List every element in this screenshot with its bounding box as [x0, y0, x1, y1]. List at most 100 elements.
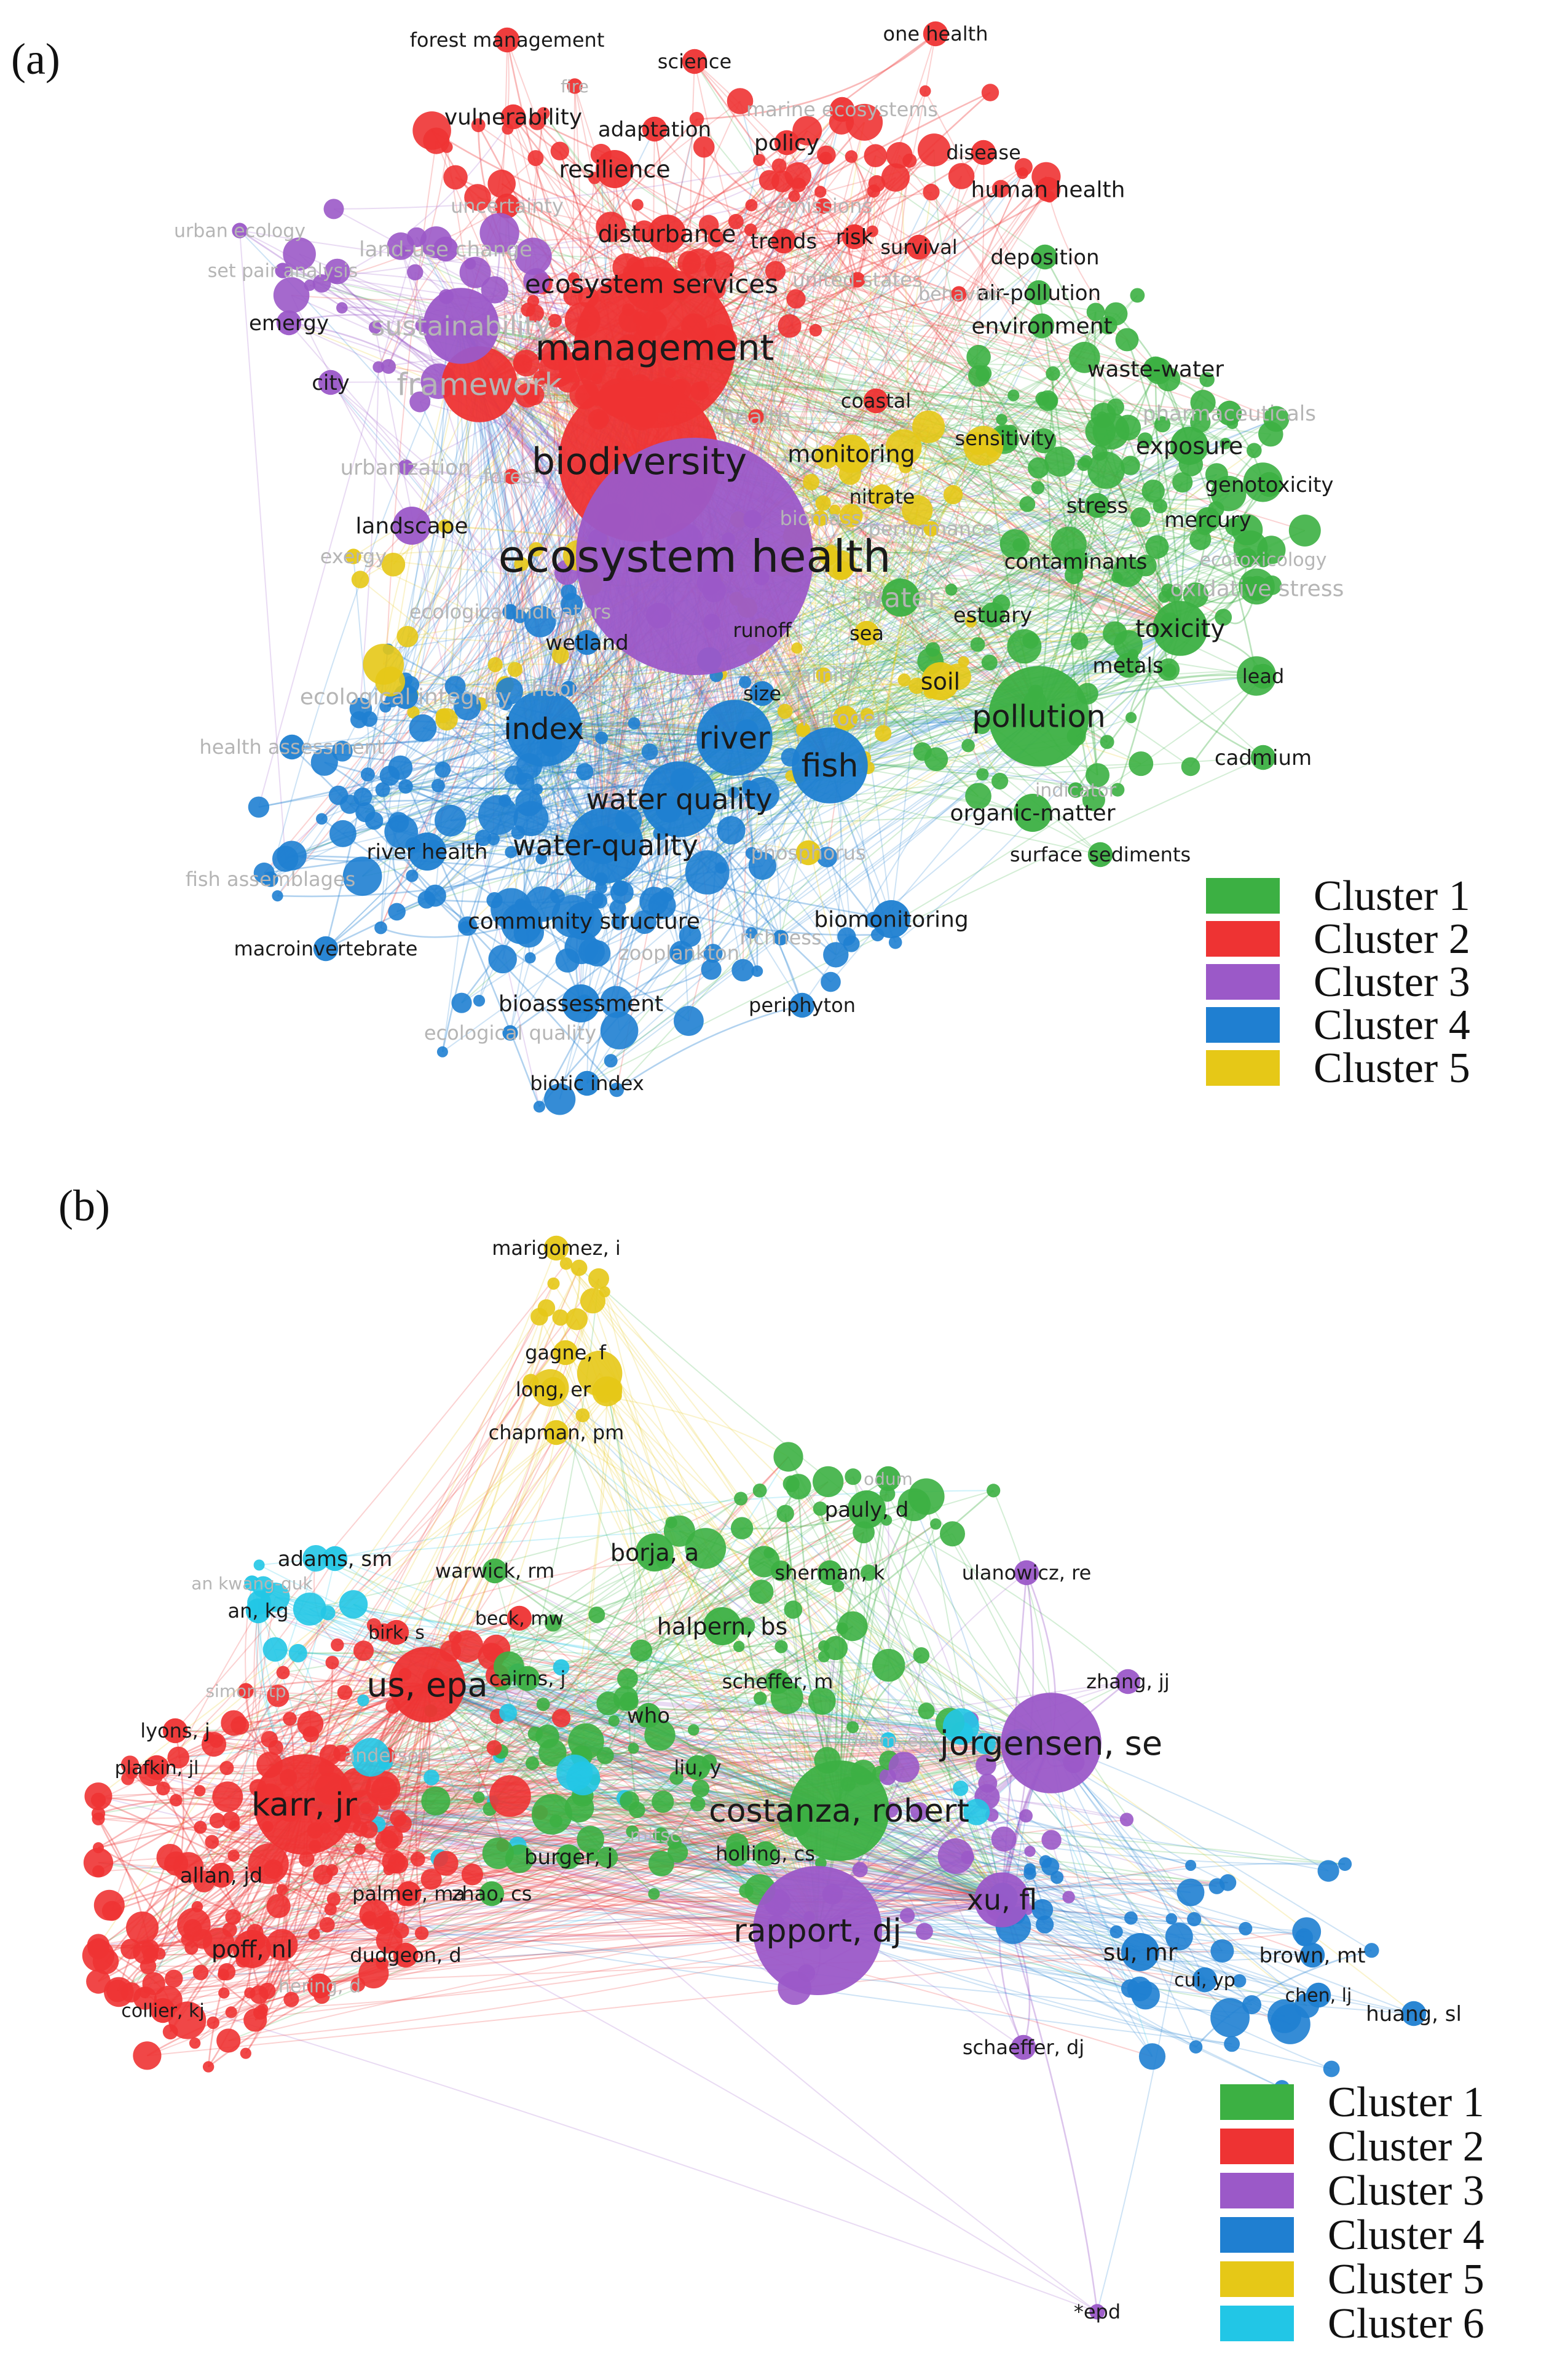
node[interactable]: [875, 725, 892, 742]
node-indicator[interactable]: [1068, 782, 1084, 798]
node[interactable]: [531, 1369, 569, 1407]
node-biomass[interactable]: [813, 510, 829, 526]
node[interactable]: [975, 1755, 996, 1776]
node-phosphorus[interactable]: [795, 840, 821, 866]
node[interactable]: [82, 1939, 115, 1972]
node[interactable]: [791, 642, 803, 654]
node-su-mr[interactable]: [1121, 1933, 1159, 1971]
node[interactable]: [924, 747, 948, 772]
node[interactable]: [407, 706, 420, 719]
node[interactable]: [570, 1259, 588, 1276]
node-set-pair-analysis[interactable]: [275, 263, 291, 279]
node[interactable]: [133, 1940, 157, 1964]
node[interactable]: [323, 199, 344, 219]
node[interactable]: [515, 383, 540, 408]
node-holling-cs[interactable]: [752, 1841, 778, 1867]
node[interactable]: [633, 910, 656, 935]
node[interactable]: [746, 927, 757, 939]
node-organic-matter[interactable]: [1014, 794, 1052, 832]
node[interactable]: [133, 2041, 162, 2070]
node[interactable]: [974, 1733, 996, 1755]
node[interactable]: [553, 1659, 570, 1676]
node[interactable]: [908, 678, 925, 694]
node-macroinvertebrate[interactable]: [313, 936, 339, 962]
node[interactable]: [703, 944, 723, 963]
node[interactable]: [396, 626, 419, 647]
node[interactable]: [575, 1408, 590, 1423]
node[interactable]: [326, 1892, 341, 1907]
node[interactable]: [1190, 390, 1216, 416]
node[interactable]: [1114, 630, 1143, 659]
node[interactable]: [1154, 416, 1171, 433]
node-xu-fl[interactable]: [974, 1872, 1030, 1927]
node[interactable]: [753, 154, 766, 167]
node[interactable]: [610, 880, 634, 904]
node[interactable]: [1243, 462, 1283, 502]
node[interactable]: [552, 1709, 571, 1728]
node[interactable]: [219, 1761, 234, 1776]
node[interactable]: [900, 1908, 915, 1923]
node[interactable]: [406, 869, 419, 882]
node[interactable]: [1007, 629, 1042, 664]
node[interactable]: [685, 850, 730, 895]
node[interactable]: [202, 2061, 215, 2073]
node[interactable]: [365, 1771, 401, 1806]
node[interactable]: [375, 1830, 399, 1853]
node[interactable]: [288, 1643, 307, 1662]
node[interactable]: [514, 237, 552, 275]
node[interactable]: [165, 1969, 183, 1988]
node[interactable]: [1189, 528, 1212, 550]
node[interactable]: [663, 1515, 695, 1547]
node[interactable]: [267, 1685, 290, 1707]
node[interactable]: [682, 248, 717, 283]
node-landscape[interactable]: [393, 507, 431, 545]
node[interactable]: [331, 1638, 344, 1652]
node-fish[interactable]: [792, 727, 868, 804]
node[interactable]: [495, 677, 523, 705]
node-plafkin-jl[interactable]: [144, 1755, 170, 1781]
node[interactable]: [283, 237, 316, 271]
node[interactable]: [505, 846, 518, 858]
node[interactable]: [1165, 1923, 1193, 1951]
node[interactable]: [203, 1927, 235, 1959]
node[interactable]: [266, 1894, 291, 1918]
node[interactable]: [126, 1912, 159, 1944]
node[interactable]: [424, 884, 446, 907]
node[interactable]: [915, 1923, 933, 1940]
node[interactable]: [342, 856, 382, 896]
node[interactable]: [266, 1929, 298, 1961]
node[interactable]: [902, 495, 933, 526]
node[interactable]: [860, 708, 874, 722]
node[interactable]: [693, 136, 715, 158]
node[interactable]: [513, 801, 549, 836]
node[interactable]: [313, 1865, 333, 1885]
node[interactable]: [121, 1772, 135, 1785]
node[interactable]: [499, 1704, 518, 1722]
node[interactable]: [685, 1528, 727, 1569]
node[interactable]: [487, 170, 516, 198]
node[interactable]: [433, 1851, 459, 1876]
node[interactable]: [1007, 389, 1020, 401]
node[interactable]: [1292, 1917, 1322, 1947]
node-bioassessment[interactable]: [562, 984, 600, 1022]
node[interactable]: [1023, 1867, 1036, 1880]
node[interactable]: [451, 1630, 484, 1662]
node[interactable]: [731, 959, 754, 982]
node[interactable]: [410, 1851, 425, 1867]
node[interactable]: [953, 1781, 969, 1797]
node[interactable]: [739, 676, 752, 689]
node[interactable]: [733, 1640, 745, 1653]
node[interactable]: [551, 646, 569, 664]
node[interactable]: [745, 199, 758, 212]
node[interactable]: [744, 223, 757, 237]
node-lyons-j[interactable]: [162, 1718, 188, 1744]
node[interactable]: [1237, 656, 1277, 696]
node[interactable]: [770, 1681, 803, 1714]
node[interactable]: [576, 763, 594, 781]
node[interactable]: [1086, 763, 1109, 788]
node-liu-y[interactable]: [685, 1755, 711, 1781]
node[interactable]: [454, 693, 481, 721]
node[interactable]: [991, 772, 1009, 790]
node[interactable]: [749, 1579, 774, 1604]
node[interactable]: [563, 287, 583, 306]
